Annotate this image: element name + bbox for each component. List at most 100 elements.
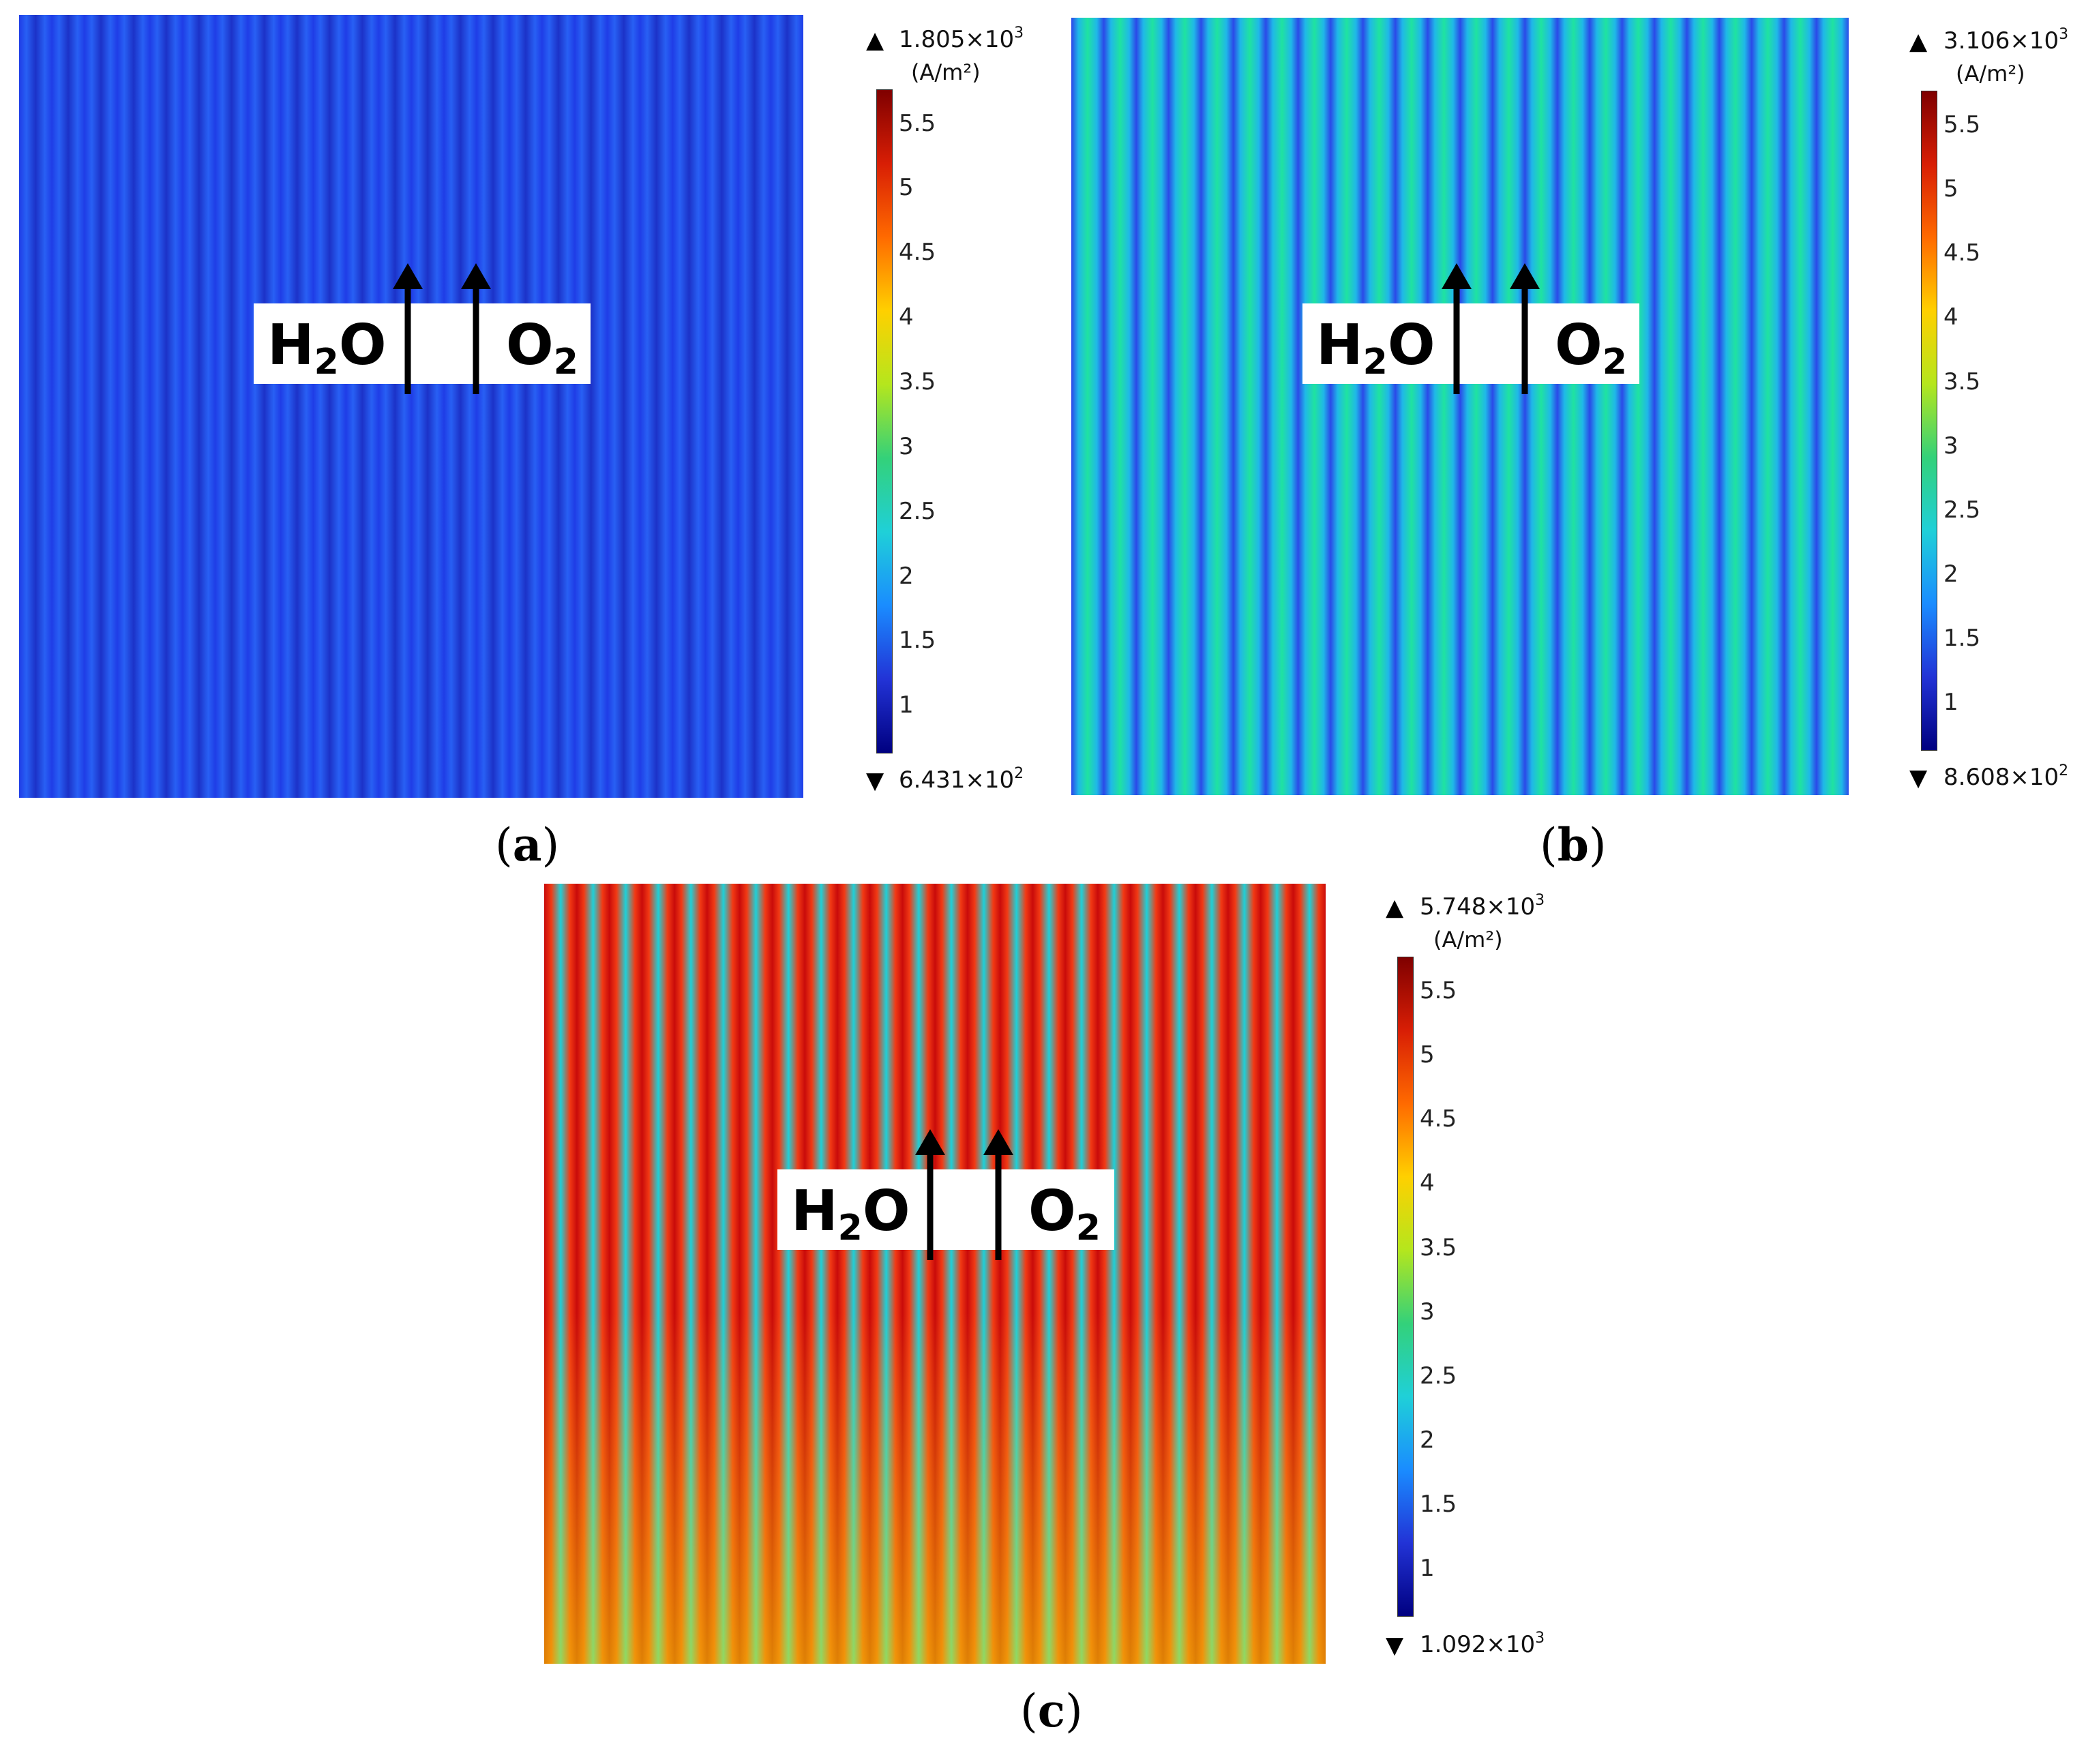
flow-channel-stripe: [378, 15, 412, 798]
colorbar-tick-c: 5.5: [1420, 977, 1457, 1004]
colorbar-tick-c: 1: [1420, 1555, 1435, 1582]
current-density-map-c: [544, 884, 1326, 1664]
flow-channel-stripe: [1266, 18, 1298, 795]
colorbar-tick-b: 3: [1943, 432, 1958, 460]
colorbar-tick-a: 4.5: [899, 239, 936, 266]
flow-channel-stripe: [1751, 18, 1785, 795]
colorbar-tick-b: 2.5: [1943, 496, 1981, 524]
colorbar-b: [1921, 91, 1937, 751]
flow-channel-stripe: [1330, 18, 1363, 795]
flow-channel-stripe: [1622, 18, 1655, 795]
colorbar-tick-a: 4: [899, 303, 914, 331]
flow-channel-stripe: [541, 15, 576, 798]
max-triangle-icon: ▲: [866, 27, 884, 54]
unit-label-b: (A/m²): [1956, 61, 2025, 87]
colorbar-tick-b: 5: [1943, 175, 1958, 203]
flow-channel-stripe: [280, 15, 314, 798]
o2-label-c: O2: [1028, 1179, 1101, 1249]
caption-b: (b): [1540, 818, 1607, 871]
unit-label-c: (A/m²): [1433, 927, 1503, 953]
o2-label-a: O2: [506, 313, 578, 383]
colorbar-tick-b: 1.5: [1943, 625, 1981, 652]
flow-channel-stripe: [1168, 18, 1202, 795]
flow-channel-stripe: [1460, 18, 1493, 795]
h2o-label-a: H2O: [267, 313, 387, 383]
colorbar-tick-b: 5.5: [1943, 111, 1981, 138]
caption-a: (a): [495, 818, 560, 871]
min-triangle-icon: ▼: [1909, 764, 1928, 792]
flow-channel-stripe: [19, 15, 53, 798]
flow-channel-stripe: [1492, 18, 1525, 795]
flow-channel-stripe: [117, 15, 151, 798]
flow-channel-stripe: [1427, 18, 1461, 795]
max-triangle-icon: ▲: [1386, 894, 1404, 921]
colorbar-tick-a: 5: [899, 174, 914, 201]
colorbar-tick-b: 2: [1943, 560, 1958, 588]
flow-channel-stripe: [1103, 18, 1137, 795]
colorbar-tick-b: 4: [1943, 303, 1958, 331]
flow-channel-stripe: [313, 15, 346, 798]
flow-channel-stripe: [346, 15, 379, 798]
flow-arrow-icon: [461, 263, 491, 394]
flow-arrow-icon: [1510, 263, 1540, 394]
flow-channel-stripe: [705, 15, 739, 798]
colorbar-tick-a: 5.5: [899, 110, 936, 137]
min-triangle-icon: ▼: [1386, 1632, 1404, 1659]
flow-channel-stripe: [607, 15, 640, 798]
colorbar-tick-b: 4.5: [1943, 239, 1981, 267]
stripe-field-svg: [544, 884, 1326, 1664]
flow-channel-stripe: [1654, 18, 1687, 795]
flow-channel-stripe: [149, 15, 183, 798]
flow-channel-stripe: [1784, 18, 1817, 795]
flow-label-box-c: [777, 1169, 1114, 1250]
flow-channel-stripe: [182, 15, 215, 798]
flow-channel-stripe: [1362, 18, 1396, 795]
colorbar-tick-c: 5: [1420, 1041, 1435, 1068]
flow-label-box-a: [254, 303, 591, 384]
flow-channel-stripe: [1686, 18, 1720, 795]
colorbar-tick-c: 2: [1420, 1426, 1435, 1454]
flow-channel-stripe: [248, 15, 281, 798]
flow-channel-stripe: [738, 15, 771, 798]
colorbar-tick-a: 3.5: [899, 368, 936, 395]
colorbar-tick-a: 1.5: [899, 627, 936, 654]
h2o-label-c: H2O: [791, 1179, 910, 1249]
min-value-c: 1.092×103: [1420, 1630, 1545, 1658]
flow-channel-stripe: [476, 15, 510, 798]
flow-channel-stripe: [215, 15, 248, 798]
flow-channel-stripe: [1557, 18, 1590, 795]
flow-channel-stripe: [1719, 18, 1752, 795]
colorbar-tick-b: 1: [1943, 689, 1958, 716]
caption-c: (c): [1020, 1684, 1083, 1737]
flow-channel-stripe: [1395, 18, 1428, 795]
colorbar-tick-a: 1: [899, 691, 914, 719]
flow-channel-stripe: [574, 15, 608, 798]
unit-label-a: (A/m²): [911, 59, 981, 85]
colorbar-tick-c: 4.5: [1420, 1105, 1457, 1133]
flow-label-box-b: [1302, 303, 1639, 384]
colorbar-tick-c: 4: [1420, 1169, 1435, 1197]
flow-arrow-icon: [983, 1129, 1013, 1260]
flow-arrow-icon: [1442, 263, 1472, 394]
min-value-b: 8.608×102: [1943, 762, 2069, 791]
h2o-label-b: H2O: [1316, 313, 1435, 383]
flow-channel-stripe: [1525, 18, 1558, 795]
flow-channel-stripe: [1298, 18, 1331, 795]
colorbar-c: [1397, 957, 1414, 1617]
flow-channel-stripe: [411, 15, 445, 798]
colorbar-tick-a: 3: [899, 433, 914, 460]
colorbar-tick-c: 1.5: [1420, 1491, 1457, 1518]
o2-label-b: O2: [1555, 313, 1627, 383]
outlet-gradient-overlay: [544, 884, 1326, 1664]
flow-channel-stripe: [1590, 18, 1622, 795]
flow-channel-stripe: [1136, 18, 1169, 795]
flow-channel-stripe: [771, 15, 803, 798]
flow-channel-stripe: [443, 15, 477, 798]
max-triangle-icon: ▲: [1909, 28, 1928, 55]
flow-arrow-icon: [915, 1129, 945, 1260]
flow-channel-stripe: [1071, 18, 1104, 795]
flow-channel-stripe: [84, 15, 118, 798]
colorbar-tick-b: 3.5: [1943, 368, 1981, 395]
flow-channel-stripe: [1233, 18, 1266, 795]
max-value-a: 1.805×103: [899, 25, 1024, 53]
